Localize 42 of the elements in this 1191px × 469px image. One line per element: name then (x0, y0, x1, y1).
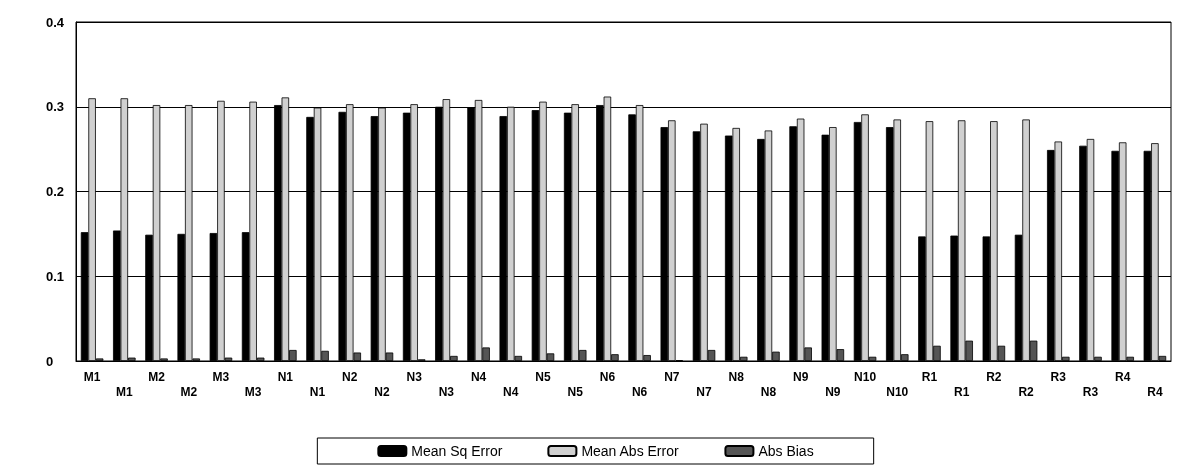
x-tick-label: N9 (792, 369, 809, 384)
y-tick-label: 0 (46, 353, 54, 369)
y-tick-label: 0.3 (46, 99, 65, 115)
x-tick-label: M2 (180, 384, 198, 399)
x-tick-label: N10 (886, 384, 909, 399)
x-tick-label: N5 (535, 369, 551, 384)
x-tick-label: M1 (115, 384, 133, 399)
x-tick-label: M1 (83, 369, 101, 384)
x-tick-label: N5 (567, 384, 584, 399)
legend-label: Mean Sq Error (411, 443, 503, 459)
x-tick-label: N6 (631, 384, 648, 399)
x-tick-label: N2 (342, 369, 358, 384)
legend-label: Mean Abs Error (581, 443, 679, 459)
x-tick-label: N8 (760, 384, 777, 399)
x-tick-label: N6 (599, 369, 616, 384)
x-tick-label: R2 (986, 369, 1002, 384)
y-tick-label: 0.2 (46, 184, 65, 199)
x-tick-label: M2 (148, 369, 166, 384)
x-tick-label: N1 (277, 369, 294, 384)
x-tick-label: R1 (953, 384, 970, 399)
x-tick-label: M3 (212, 369, 230, 384)
x-tick-label: R4 (1115, 369, 1131, 384)
x-tick-label: N4 (503, 384, 519, 399)
x-tick-label: N9 (825, 384, 841, 399)
x-tick-label: R1 (921, 369, 938, 384)
legend-label: Abs Bias (758, 443, 814, 459)
x-tick-label: N4 (470, 369, 487, 384)
x-tick-label: M3 (244, 384, 262, 399)
x-tick-label: N7 (664, 369, 680, 384)
x-tick-label: R4 (1147, 384, 1163, 399)
x-tick-label: R3 (1082, 384, 1099, 399)
x-tick-label: N3 (406, 369, 423, 384)
y-tick-label: 0.4 (46, 14, 65, 30)
y-tick-label: 0.1 (46, 268, 65, 284)
x-tick-label: R3 (1050, 369, 1067, 384)
x-tick-label: R2 (1018, 384, 1035, 399)
x-tick-label: N8 (728, 369, 745, 384)
x-tick-label: N7 (696, 384, 713, 399)
x-tick-label: N1 (309, 384, 326, 399)
x-tick-label: N10 (854, 369, 877, 384)
x-tick-label: N2 (374, 384, 390, 399)
x-tick-label: N3 (438, 384, 455, 399)
